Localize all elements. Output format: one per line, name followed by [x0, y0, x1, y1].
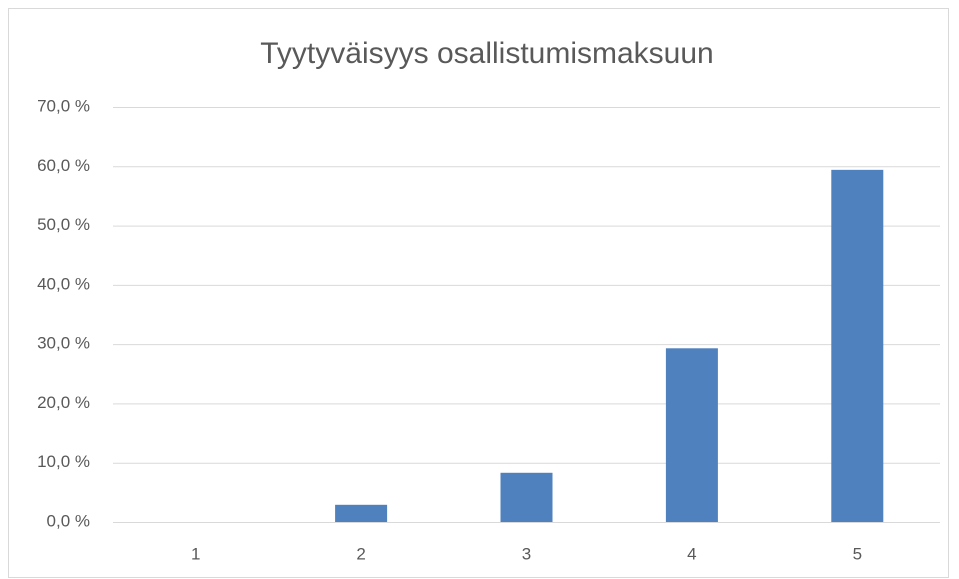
chart-title: Tyytyväisyys osallistumismaksuun — [260, 37, 713, 70]
y-tick-label: 10,0 % — [37, 452, 90, 471]
x-tick-label: 5 — [853, 544, 862, 563]
y-tick-label: 50,0 % — [37, 215, 90, 234]
x-tick-label: 2 — [356, 544, 365, 563]
y-tick-label: 70,0 % — [37, 96, 90, 115]
bar — [665, 348, 718, 522]
y-tick-label: 30,0 % — [37, 334, 90, 353]
x-tick-label: 1 — [191, 544, 200, 563]
bar — [500, 472, 553, 522]
chart-border — [8, 8, 949, 578]
y-tick-label: 40,0 % — [37, 274, 90, 293]
y-tick-label: 20,0 % — [37, 393, 90, 412]
y-tick-label: 60,0 % — [37, 156, 90, 175]
x-tick-label: 3 — [522, 544, 531, 563]
y-tick-label: 0,0 % — [47, 511, 90, 530]
bar — [831, 169, 884, 523]
bar — [335, 504, 388, 522]
x-tick-label: 4 — [687, 544, 696, 563]
